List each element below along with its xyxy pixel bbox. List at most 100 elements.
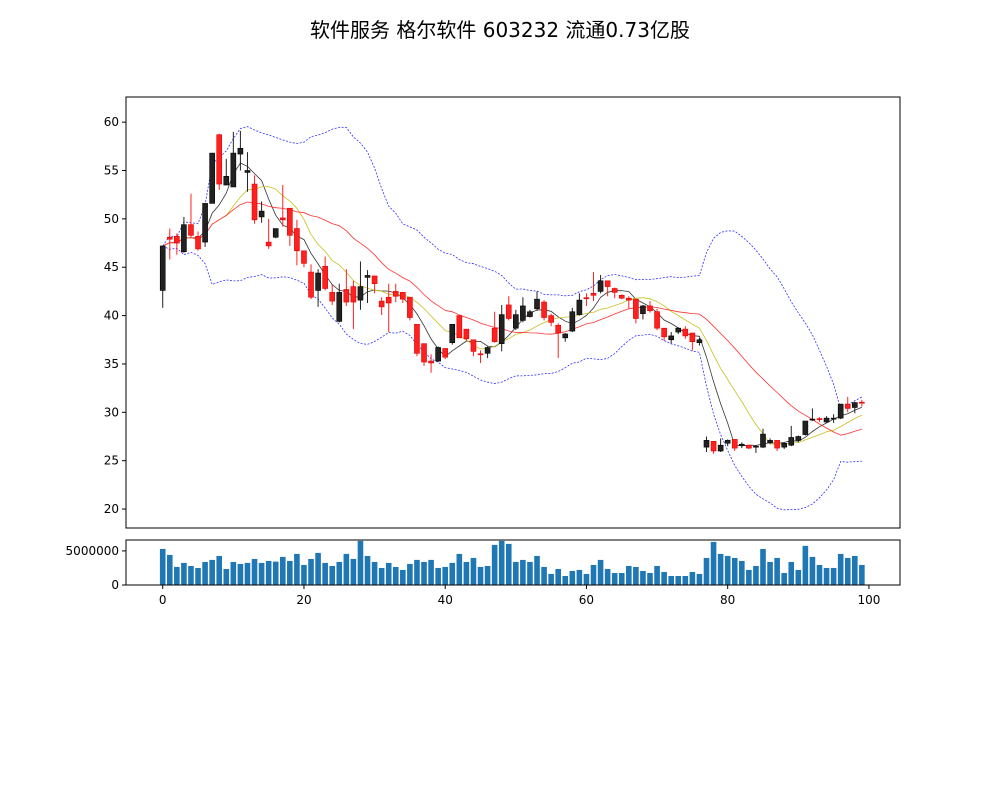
volume-bar xyxy=(272,561,279,585)
candle xyxy=(647,301,653,313)
candle-body xyxy=(534,298,540,310)
candle xyxy=(731,439,738,452)
candle-body xyxy=(230,152,237,188)
candle-body xyxy=(308,271,314,298)
candle xyxy=(251,175,258,224)
candle-body xyxy=(661,327,667,338)
candle-body xyxy=(428,360,434,364)
ma10-line xyxy=(162,186,863,446)
candle-body xyxy=(774,440,780,449)
candle-body xyxy=(449,324,456,343)
candle xyxy=(159,245,166,308)
volume-bar xyxy=(463,561,470,585)
y-tick-label: 50 xyxy=(104,212,119,226)
candle xyxy=(569,307,576,333)
volume-bar xyxy=(498,540,505,585)
candle-body xyxy=(470,339,477,352)
candle-body xyxy=(626,297,632,301)
volume-bar xyxy=(809,556,816,585)
volume-bar xyxy=(576,569,583,585)
volume-bar xyxy=(774,557,780,585)
candle xyxy=(442,348,449,360)
candle xyxy=(195,231,201,251)
volume-bar xyxy=(385,562,392,585)
volume-bar xyxy=(470,557,477,585)
candle xyxy=(583,293,590,306)
candle-body xyxy=(633,298,639,319)
volume-bar xyxy=(322,562,328,585)
candle xyxy=(611,287,618,299)
candle xyxy=(378,297,385,316)
volume-bar xyxy=(421,561,427,585)
candle xyxy=(244,152,251,192)
candle xyxy=(463,328,470,341)
candle-body xyxy=(392,291,399,297)
volume-bar xyxy=(230,561,237,585)
volume-bar xyxy=(696,573,703,585)
candle xyxy=(223,158,230,186)
volume-y-tick-label: 0 xyxy=(111,578,119,592)
volume-bar xyxy=(209,559,215,585)
candle xyxy=(435,346,441,363)
candle xyxy=(710,441,717,454)
volume-bar xyxy=(781,573,787,585)
candle-body xyxy=(407,296,413,318)
candle-body xyxy=(859,401,865,404)
candle-body xyxy=(809,418,816,421)
volume-bar xyxy=(583,573,590,585)
candle-body xyxy=(378,300,385,308)
candle-body xyxy=(527,311,533,317)
volume-bar xyxy=(682,576,689,585)
candle-body xyxy=(618,294,625,299)
x-tick-label: 20 xyxy=(296,593,311,607)
candle xyxy=(802,420,809,436)
candle xyxy=(174,233,180,255)
candle-body xyxy=(675,327,682,333)
ma5-line xyxy=(162,162,863,447)
candle xyxy=(548,313,554,327)
volume-bar xyxy=(315,552,321,585)
candle xyxy=(689,332,696,351)
candle xyxy=(753,445,759,453)
candle xyxy=(703,436,710,452)
candle-body xyxy=(350,286,357,303)
candle-body xyxy=(385,296,392,304)
candle xyxy=(477,350,484,363)
candle xyxy=(428,354,434,373)
candle-body xyxy=(724,440,731,444)
x-tick-label: 100 xyxy=(857,593,880,607)
candle xyxy=(407,296,413,321)
volume-bar xyxy=(746,569,752,585)
volume-bar xyxy=(767,561,773,585)
volume-bar xyxy=(456,553,463,585)
x-tick-label: 40 xyxy=(438,593,453,607)
candle-body xyxy=(414,324,420,354)
candle xyxy=(626,296,632,309)
candle-body xyxy=(746,444,752,449)
candle xyxy=(513,309,519,331)
candle-body xyxy=(301,250,307,264)
boll-lower-line xyxy=(162,245,862,511)
volume-bar xyxy=(717,553,724,585)
candle-body xyxy=(682,328,689,337)
volume-bar xyxy=(329,565,336,585)
candle-body xyxy=(435,347,441,362)
volume-bar xyxy=(604,568,611,585)
candle xyxy=(392,283,399,303)
volume-bar xyxy=(166,554,173,585)
volume-bar xyxy=(739,560,745,585)
candle-body xyxy=(244,170,251,173)
candle xyxy=(760,428,766,449)
candle xyxy=(809,408,816,422)
candle xyxy=(520,297,526,323)
candle xyxy=(279,185,286,227)
volume-bar xyxy=(343,553,350,585)
chart-title: 软件服务 格尔软件 603232 流通0.73亿股 xyxy=(310,18,690,42)
candle xyxy=(491,311,498,343)
candle-body xyxy=(562,333,569,339)
candle-body xyxy=(371,275,378,284)
volume-bar xyxy=(795,569,802,585)
volume-bar xyxy=(555,568,561,585)
candle-body xyxy=(541,301,547,318)
candle-body xyxy=(837,403,844,419)
